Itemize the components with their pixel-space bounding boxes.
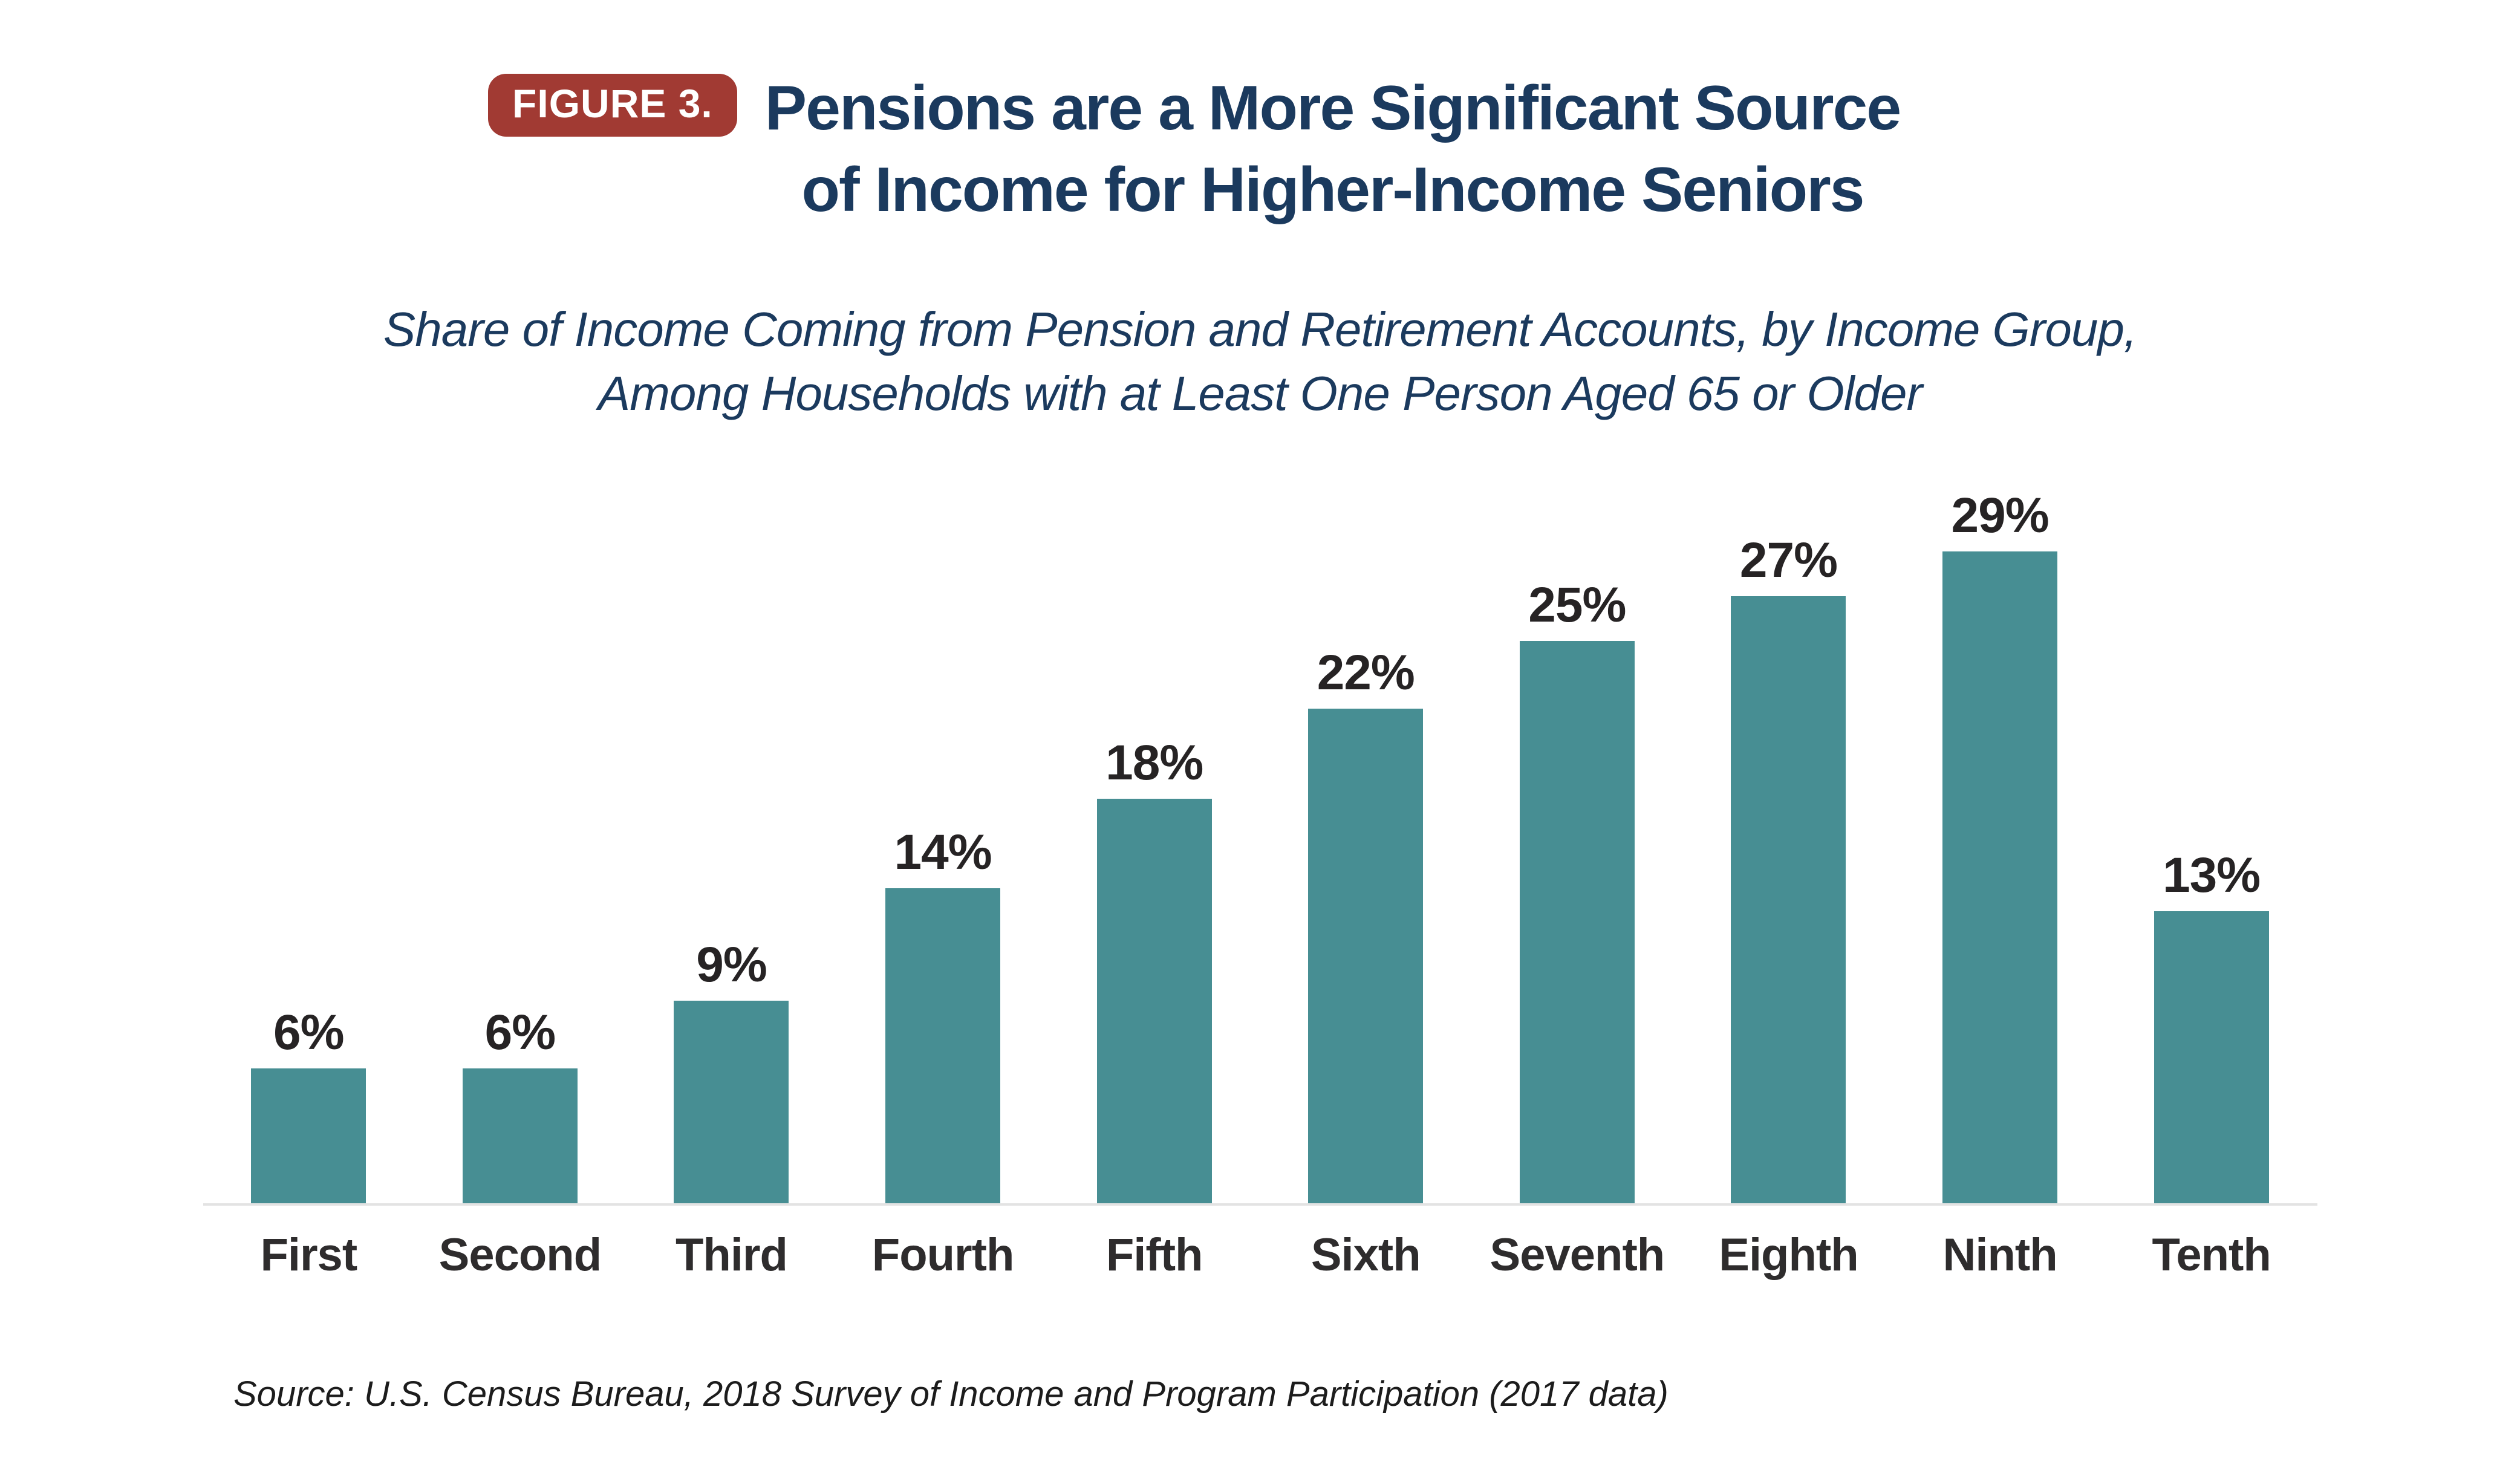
bar-chart: 6% 6% 9% 14% 18% 22% 25% 27% 29% 13% First Second T… [203,484,2317,1278]
category-labels-row: First Second Third Fourth Fifth Sixth Seventh E… [203,1232,2317,1278]
bar-value-label-tenth: 13% [2163,848,2261,903]
bar-seventh [1519,641,1635,1203]
bar-cell-first: 6% [203,1008,415,1203]
bar-first [251,1068,366,1203]
bar-value-label-third: 9% [696,937,767,992]
bar-ninth [1942,551,2058,1203]
bar-cell-tenth: 13% [2106,851,2317,1203]
x-axis-label-first: First [260,1229,357,1281]
bar-value-label-first: 6% [273,1005,345,1060]
bar-fifth [1096,799,1212,1203]
bar-cell-eighth: 27% [1683,536,1895,1203]
x-axis-label-fourth: Fourth [871,1229,1015,1281]
x-axis-label-tenth: Tenth [2152,1229,2271,1281]
bar-value-label-seventh: 25% [1528,577,1626,632]
x-axis-label-fifth: Fifth [1105,1229,1203,1281]
bar-second [462,1068,578,1203]
bar-value-label-fifth: 18% [1105,735,1203,790]
figure-title-line-2: of Income for Higher-Income Seniors [801,155,1864,226]
bar-value-label-eighth: 27% [1739,533,1838,588]
bar-sixth [1308,709,1424,1203]
source-note: Source: U.S. Census Bureau, 2018 Survey … [233,1374,1669,1414]
bar-cell-seventh: 25% [1471,580,1683,1203]
bar-cell-second: 6% [414,1008,626,1203]
x-axis-label-sixth: Sixth [1310,1229,1421,1281]
bar-value-label-second: 6% [484,1005,556,1060]
figure-number-badge: FIGURE 3. [488,74,737,137]
figure-header: FIGURE 3. Pensions are a More Significan… [0,68,2520,231]
chart-subtitle-line-1: Share of Income Coming from Pension and … [383,302,2137,356]
bar-third [674,1001,789,1203]
bars-row: 6% 6% 9% 14% 18% 22% 25% 27% 29% 13% [203,484,2317,1203]
bar-cell-third: 9% [626,940,838,1203]
bar-tenth [2154,911,2269,1203]
bar-fourth [885,888,1001,1203]
figure-title-line-1: Pensions are a More Significant Source [764,73,1901,143]
bar-cell-fourth: 14% [837,828,1049,1203]
chart-subtitle: Share of Income Coming from Pension and … [0,297,2520,425]
bar-cell-fifth: 18% [1049,738,1260,1203]
bar-value-label-fourth: 14% [894,825,992,880]
x-axis-label-third: Third [676,1229,788,1281]
x-axis-label-eighth: Eighth [1719,1229,1858,1281]
x-axis-label-second: Second [438,1229,602,1281]
bar-eighth [1731,596,1846,1203]
x-axis-line [203,1203,2317,1206]
x-axis-label-seventh: Seventh [1490,1229,1665,1281]
bar-cell-ninth: 29% [1894,491,2106,1203]
bar-value-label-sixth: 22% [1317,645,1415,700]
bar-value-label-ninth: 29% [1951,488,2049,543]
x-axis-label-ninth: Ninth [1942,1229,2057,1281]
bar-cell-sixth: 22% [1260,648,1471,1203]
chart-subtitle-line-2: Among Households with at Least One Perso… [597,366,1923,420]
